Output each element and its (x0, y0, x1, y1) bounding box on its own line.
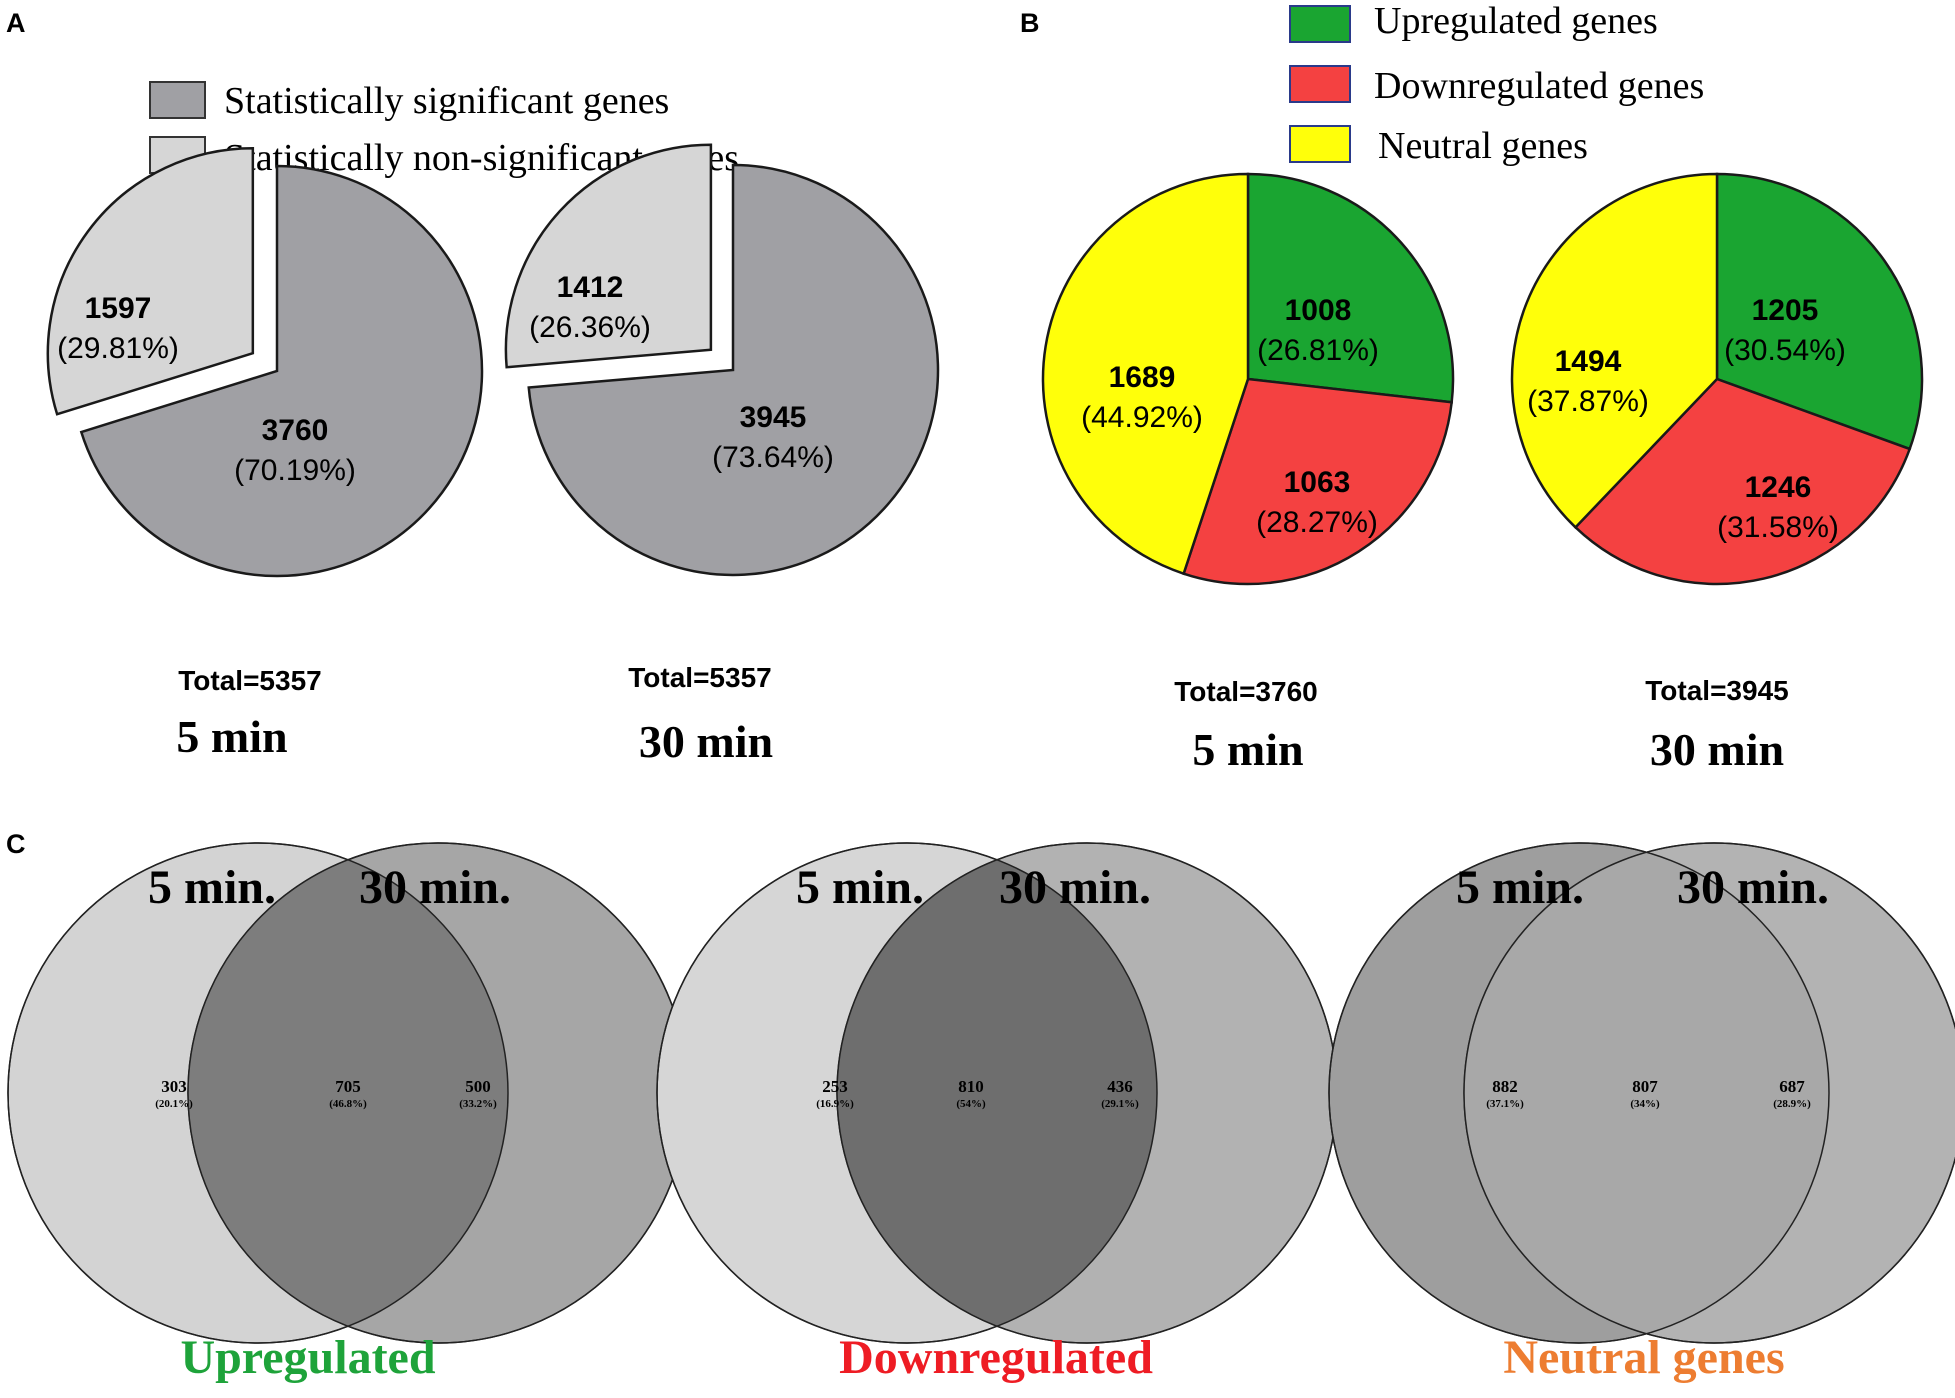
legend-label-upregulated: Upregulated genes (1374, 0, 1658, 42)
venn-upregulated: 5 min. 30 min. 303 (20.1%) 705 (46.8%) 500 (33.… (7, 842, 689, 1384)
time-label: 30 min (639, 716, 773, 767)
pie-slice-statistically-significant-genes (79, 164, 484, 578)
slice-percent-label: (26.36%) (529, 311, 651, 344)
slice-percent-label: (37.87%) (1527, 385, 1649, 418)
venn-region-count: 810 (958, 1077, 984, 1096)
pie-b-30min: 1205 (30.54%) 1246 (31.58%) 1494 (37.87%) Tota… (1510, 172, 1924, 775)
venn-title: Upregulated (180, 1331, 435, 1384)
legend-label-neutral: Neutral genes (1378, 125, 1588, 167)
venn-region-percent: (16.9%) (816, 1098, 854, 1110)
slice-percent-label: (73.64%) (712, 441, 834, 474)
venn-region-percent: (29.1%) (1101, 1098, 1139, 1110)
venn-region-count: 882 (1492, 1077, 1518, 1096)
venn-region-count: 705 (335, 1077, 361, 1096)
venn-region-count: 303 (161, 1077, 187, 1096)
total-label: Total=3945 (1645, 675, 1788, 706)
venn-region-count: 253 (822, 1077, 848, 1096)
venn-region-percent: (34%) (1630, 1098, 1660, 1110)
venn-outline-5min (7, 842, 509, 1344)
slice-count-label: 1597 (85, 292, 152, 325)
legend-swatch-neutral (1289, 125, 1351, 163)
pie-slice-downregulated-genes (1182, 377, 1454, 586)
time-label: 5 min (1192, 724, 1303, 775)
slice-percent-label: (26.81%) (1257, 334, 1379, 367)
venn-title: Downregulated (839, 1331, 1153, 1384)
venn-outline-30min (1463, 842, 1955, 1344)
slice-count-label: 1246 (1745, 471, 1812, 504)
venn-neutral: 5 min. 30 min. 882 (37.1%) 807 (34%) 687 (28.9%… (1328, 842, 1955, 1384)
slice-count-label: 1205 (1752, 294, 1819, 327)
venn-overlap (188, 843, 508, 1343)
venn-set-label: 30 min. (359, 861, 511, 914)
time-label: 5 min (176, 711, 287, 762)
pie-slice-upregulated-genes (1715, 172, 1924, 451)
venn-region-percent: (46.8%) (329, 1098, 367, 1110)
slice-percent-label: (29.81%) (57, 332, 179, 365)
total-label: Total=5357 (628, 662, 771, 693)
venn-set-label: 30 min. (999, 861, 1151, 914)
pie-slice-neutral-genes (1510, 172, 1719, 530)
venn-outline-5min (1328, 842, 1830, 1344)
slice-count-label: 1063 (1284, 466, 1351, 499)
slice-percent-label: (70.19%) (234, 454, 356, 487)
slice-count-label: 1689 (1109, 361, 1176, 394)
pie-slice-statistically-non-significant-genes (46, 146, 255, 416)
slice-percent-label: (31.58%) (1717, 511, 1839, 544)
venn-set-label: 5 min. (1456, 861, 1584, 914)
slice-percent-label: (28.27%) (1256, 506, 1378, 539)
legend-b: Upregulated genes Downregulated genes Ne… (1289, 0, 1704, 167)
venn-region-count: 687 (1779, 1077, 1805, 1096)
legend-label-significant: Statistically significant genes (224, 80, 669, 122)
slice-count-label: 3945 (740, 401, 807, 434)
venn-title: Neutral genes (1503, 1331, 1784, 1384)
venn-set-label: 5 min. (796, 861, 924, 914)
panel-letter-b: B (1020, 8, 1040, 38)
pie-slice-statistically-non-significant-genes (504, 143, 713, 369)
total-label: Total=5357 (178, 665, 321, 696)
legend-swatch-significant (149, 81, 206, 119)
pie-slice-downregulated-genes (1573, 377, 1912, 586)
total-label: Total=3760 (1174, 676, 1317, 707)
pie-a-5min: 3760 (70.19%) 1597 (29.81%) Total=5357 5 min (46, 146, 484, 762)
time-label: 30 min (1650, 724, 1784, 775)
venn-overlap (837, 843, 1157, 1343)
venn-set-label: 5 min. (148, 861, 276, 914)
slice-count-label: 3760 (262, 414, 329, 447)
panel-letter-c: C (6, 829, 26, 859)
pie-b-5min: 1008 (26.81%) 1063 (28.27%) 1689 (44.92%) Tota… (1041, 172, 1455, 775)
legend-swatch-downregulated (1289, 65, 1351, 103)
venn-region-percent: (28.9%) (1773, 1098, 1811, 1110)
pie-a-30min: 3945 (73.64%) 1412 (26.36%) Total=5357 30 min (504, 143, 940, 767)
legend-label-downregulated: Downregulated genes (1374, 65, 1704, 107)
slice-percent-label: (30.54%) (1724, 334, 1846, 367)
slice-percent-label: (44.92%) (1081, 401, 1203, 434)
venn-downregulated: 5 min. 30 min. 253 (16.9%) 810 (54%) 436 (29.1%… (656, 842, 1338, 1384)
pie-slice-upregulated-genes (1246, 172, 1455, 404)
venn-outline-5min (656, 842, 1158, 1344)
pie-slice-neutral-genes (1041, 172, 1250, 576)
slice-count-label: 1008 (1285, 294, 1352, 327)
venn-overlap (1464, 843, 1829, 1343)
legend-swatch-upregulated (1289, 5, 1351, 43)
venn-region-percent: (54%) (956, 1098, 986, 1110)
venn-region-count: 500 (465, 1077, 491, 1096)
venn-set-label: 30 min. (1677, 861, 1829, 914)
panel-letter-a: A (6, 8, 26, 38)
slice-count-label: 1494 (1555, 345, 1622, 378)
venn-region-count: 436 (1107, 1077, 1133, 1096)
pie-slice-statistically-significant-genes (527, 163, 940, 577)
venn-region-count: 807 (1632, 1077, 1658, 1096)
slice-count-label: 1412 (557, 271, 624, 304)
venn-region-percent: (33.2%) (459, 1098, 497, 1110)
venn-region-percent: (20.1%) (155, 1098, 193, 1110)
venn-region-percent: (37.1%) (1486, 1098, 1524, 1110)
